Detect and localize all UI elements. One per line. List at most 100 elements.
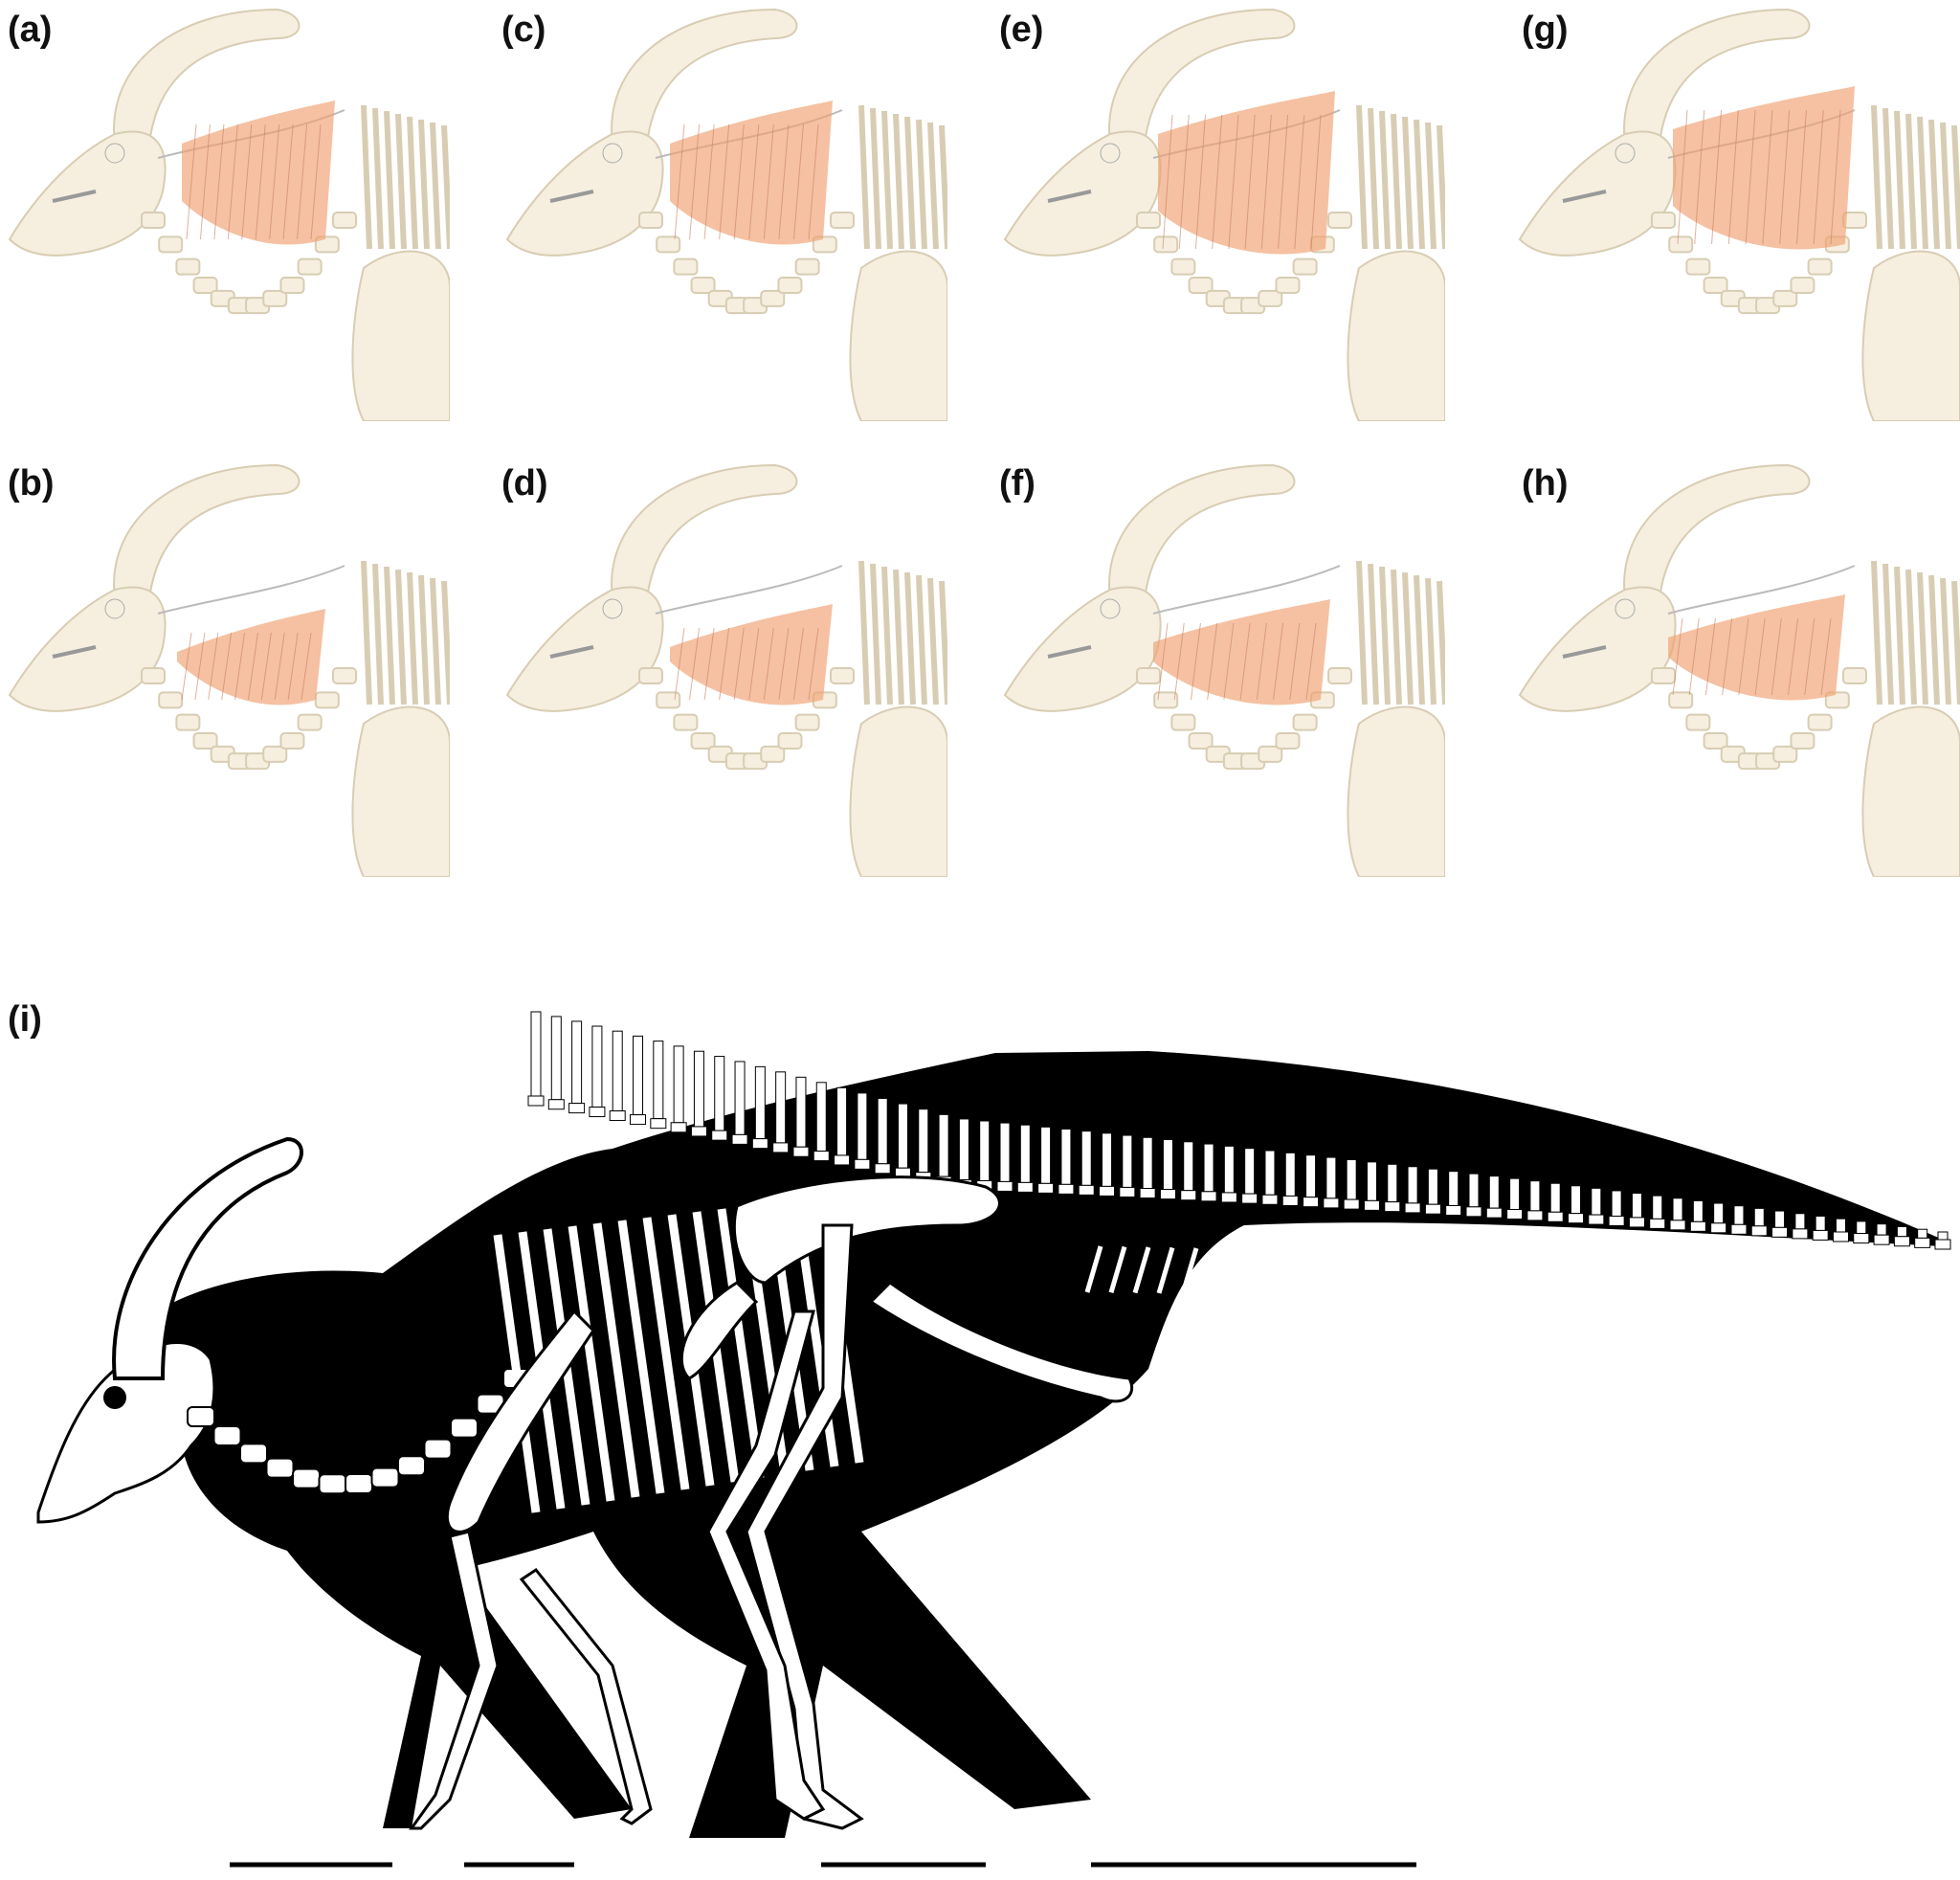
muscle-fibre	[778, 123, 790, 240]
cervical-vertebra	[1772, 745, 1798, 763]
cervical-vertebra	[239, 1443, 268, 1465]
muscle-fibre	[255, 123, 266, 240]
orbit	[104, 598, 125, 619]
shoulder-girdle	[1347, 705, 1445, 877]
shoulder-girdle	[1347, 250, 1445, 421]
muscle-fibre	[221, 632, 233, 701]
vertebra	[1078, 1184, 1095, 1196]
vertebra	[1445, 1205, 1462, 1217]
cervical-vertebra	[1703, 277, 1728, 295]
vertebra	[527, 1095, 545, 1107]
vertebra	[1812, 1229, 1829, 1241]
panel-label-b: (b)	[8, 463, 55, 504]
vertebra	[731, 1133, 748, 1145]
cervical-vertebra	[1772, 289, 1798, 307]
cervical-vertebra	[1153, 235, 1179, 254]
vertebra	[589, 1107, 606, 1118]
neural-spine	[1652, 1195, 1663, 1220]
neural-spine	[407, 571, 418, 705]
chevron	[1084, 1245, 1103, 1293]
neural-spine	[1570, 1185, 1582, 1215]
muscle-fibre	[1239, 622, 1251, 701]
muscle-fibre	[1273, 622, 1284, 701]
chevron	[1132, 1246, 1151, 1294]
tooth-row	[1047, 645, 1092, 659]
muscle-fibre	[234, 632, 246, 701]
muscle-fibre	[199, 123, 211, 240]
muscle-fibre	[748, 627, 760, 701]
chevron	[1443, 1252, 1462, 1298]
muscle-fibre	[1677, 109, 1688, 245]
vertebra	[1139, 1188, 1156, 1199]
cervical-vertebra	[1790, 732, 1815, 750]
vertebra	[1404, 1202, 1421, 1214]
tooth-row	[549, 190, 594, 203]
chevron	[1539, 1254, 1558, 1299]
neural-spine	[918, 1108, 929, 1174]
neural-spine	[1425, 577, 1437, 705]
cervical-vertebra	[332, 212, 357, 229]
neural-spine	[1713, 1202, 1725, 1224]
muscle-fibre	[1173, 622, 1185, 701]
neural-spine	[734, 1061, 746, 1135]
muscle-fibre	[719, 123, 730, 240]
muscle-sheet	[1673, 86, 1855, 250]
neural-spine	[836, 1086, 848, 1156]
crest	[113, 463, 301, 611]
vertebra	[1261, 1194, 1279, 1205]
neural-spine	[1223, 1145, 1235, 1194]
neural-spine	[1284, 1152, 1296, 1197]
vertebra	[1303, 1197, 1320, 1208]
tooth-row	[1562, 190, 1607, 203]
vertebra	[1750, 1225, 1768, 1237]
neural-spine	[1325, 1156, 1337, 1199]
tooth-row	[52, 190, 97, 203]
chevron	[1395, 1251, 1414, 1297]
neural-spine	[395, 113, 407, 250]
neural-spine	[1549, 1182, 1561, 1213]
neural-spine	[1871, 104, 1882, 250]
cervical-vertebra	[262, 745, 288, 763]
forelimb	[409, 1530, 500, 1830]
cervical-vertebra	[1668, 235, 1694, 254]
cervical-vertebra	[1327, 212, 1352, 229]
vertebra	[1241, 1193, 1258, 1204]
muscle-fibre	[703, 627, 715, 701]
vertebra	[1730, 1223, 1748, 1235]
cervical-vertebra	[830, 212, 855, 229]
cervical-vertebra	[777, 277, 803, 295]
vertebra	[1628, 1217, 1645, 1228]
muscle-fibre	[1672, 617, 1683, 696]
cervical-vertebra	[1275, 732, 1301, 750]
cervical-vertebra	[1790, 277, 1815, 295]
cervical-vertebra	[1170, 257, 1196, 276]
rib	[493, 1234, 541, 1513]
muscle-fibre	[1804, 617, 1815, 696]
cervical-vertebra	[1807, 713, 1833, 731]
vertebra	[1159, 1189, 1176, 1200]
neural-spine	[904, 571, 916, 705]
muscle-fibre	[1754, 617, 1766, 696]
shoulder-girdle	[1861, 705, 1960, 877]
tooth-row	[549, 645, 594, 659]
neural-spine	[673, 1045, 684, 1124]
muscle-fibre	[310, 123, 322, 240]
chevron	[1252, 1248, 1271, 1295]
crest	[1108, 8, 1296, 155]
muscle-fibre	[1278, 114, 1289, 250]
muscle-fibre	[1212, 114, 1223, 250]
neural-spine	[384, 110, 395, 250]
cervical-vertebra	[397, 1455, 426, 1477]
cervical-vertebra	[297, 257, 323, 276]
panel-label-f: (f)	[999, 463, 1036, 504]
chevron	[1491, 1253, 1510, 1298]
neural-spine	[1905, 113, 1917, 250]
chevron	[1228, 1248, 1247, 1295]
ilium	[732, 1175, 1001, 1285]
neural-spine	[927, 577, 939, 705]
neural-spine	[1368, 563, 1379, 705]
neural-spine	[1894, 110, 1905, 250]
neural-spine	[1356, 560, 1368, 705]
muscle-fibre	[763, 627, 774, 701]
chevron	[1156, 1246, 1175, 1294]
